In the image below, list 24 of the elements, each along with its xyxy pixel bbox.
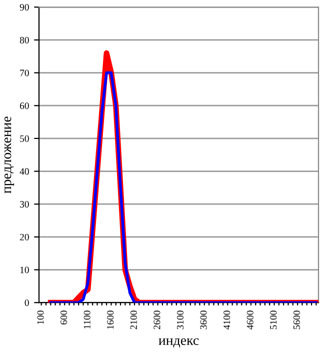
y-tick-label: 10 [20,266,29,274]
x-tick-label: 3600 [200,310,207,330]
y-tick-label: 60 [20,102,29,110]
x-tick-label: 100 [37,310,44,324]
y-tick-label: 90 [20,4,29,11]
x-tick-label: 2600 [154,310,160,330]
y-tick-label: 20 [20,234,29,240]
x-tick-label: 5600 [293,310,300,330]
x-tick-label: 4600 [246,310,254,330]
x-tick-label: 3100 [176,310,184,330]
y-tick-label: 40 [20,168,29,175]
y-axis-title: предложение [4,116,14,194]
y-tick-label: 30 [20,201,29,208]
x-tick-label: 5100 [270,310,277,330]
x-tick-label: 4100 [224,310,230,330]
y-tick-label: 70 [20,70,29,76]
x-tick-label: 600 [60,310,68,324]
x-tick-label: 1600 [107,310,114,329]
x-axis-title: индекс [158,338,199,348]
x-tick-label: 2100 [130,310,137,330]
x-tick-label: 1100 [84,310,90,328]
y-tick-label: 50 [20,135,29,142]
y-tick-label: 80 [20,36,29,44]
y-tick-label: 0 [24,300,29,306]
